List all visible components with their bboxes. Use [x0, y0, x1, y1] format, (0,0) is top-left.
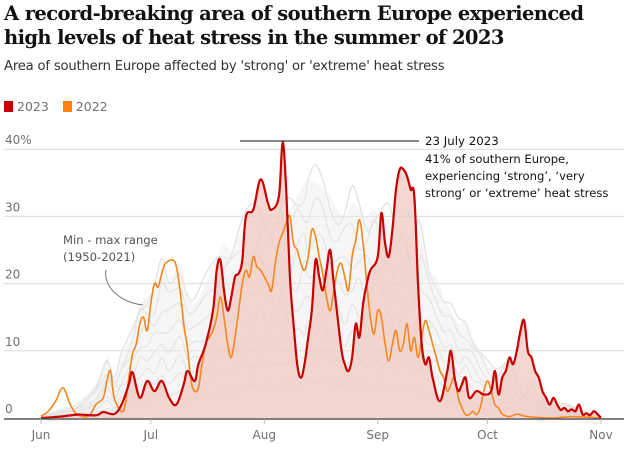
- range-annotation: Min - max range (1950-2021): [63, 233, 158, 306]
- peak-annotation: 23 July 2023 41% of southern Europe, exp…: [240, 134, 608, 200]
- range-annotation-line-1: Min - max range: [63, 233, 158, 247]
- x-tick-label: Oct: [477, 428, 498, 442]
- series-line-2023: [40, 141, 602, 420]
- chart-subtitle: Area of southern Europe affected by 'str…: [4, 59, 445, 74]
- area-2023: [41, 142, 601, 419]
- legend-item-2023: 2023: [4, 99, 49, 114]
- y-tick-label: 30: [5, 200, 20, 214]
- legend-swatch-2023: [4, 101, 13, 112]
- x-tick-label: Aug: [253, 428, 276, 442]
- historic-range-line: [40, 197, 602, 417]
- range-annotation-line-2: (1950-2021): [63, 250, 135, 264]
- area-fill-2023: [41, 142, 601, 419]
- y-tick-label: 20: [5, 268, 20, 282]
- series-line-2022: [40, 214, 602, 419]
- historic-range-line: [40, 164, 602, 417]
- peak-annotation-date: 23 July 2023: [425, 134, 499, 148]
- y-tick-label: 40%: [5, 133, 32, 147]
- peak-annotation-line-2: experiencing ‘strong’, ‘very: [425, 169, 585, 183]
- peak-annotation-line-3: strong’ or ‘extreme’ heat stress: [425, 186, 608, 200]
- legend-item-2022: 2022: [62, 99, 108, 114]
- y-tick-label: 10: [5, 335, 20, 349]
- x-axis: Jun Jul Aug Sep Oct Nov: [4, 418, 624, 442]
- x-tick-label: Jun: [31, 428, 51, 442]
- x-tick-label: Jul: [143, 428, 158, 442]
- y-tick-label: 0: [5, 402, 13, 416]
- range-annotation-pointer: [105, 269, 144, 306]
- legend: 2023 2022: [4, 99, 108, 114]
- x-tick-label: Nov: [589, 428, 612, 442]
- legend-label-2023: 2023: [17, 99, 49, 114]
- legend-label-2022: 2022: [75, 99, 108, 114]
- x-tick-label: Sep: [366, 428, 389, 442]
- y-axis: 0 10 20 30 40%: [5, 133, 32, 416]
- chart-title: A record-breaking area of southern Europ…: [4, 2, 584, 49]
- legend-swatch-2022: [62, 101, 72, 112]
- series-lines: [40, 141, 602, 420]
- peak-annotation-line-1: 41% of southern Europe,: [425, 152, 569, 166]
